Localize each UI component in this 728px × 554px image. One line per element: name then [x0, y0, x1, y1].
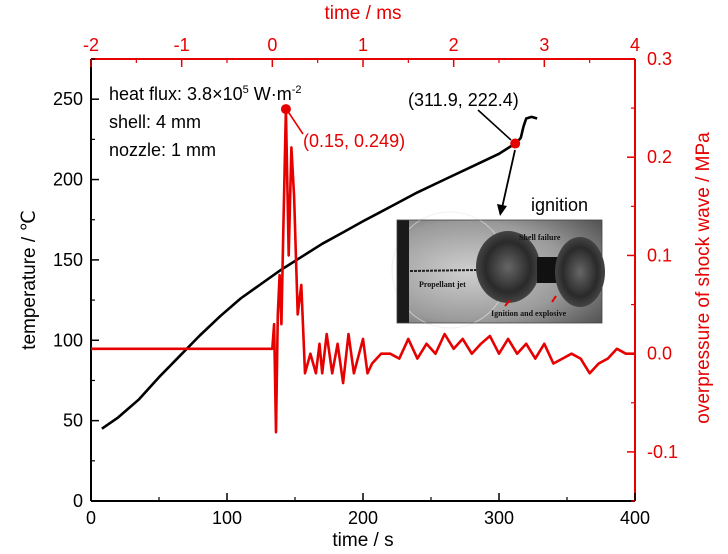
ignition-point-leader: [477, 109, 512, 141]
bottom-tick-label: 200: [348, 508, 378, 528]
right-tick-label: 0.1: [647, 245, 672, 265]
ignition-arrow: [497, 149, 516, 216]
left-ticks: 0 50 100 150 200 250: [53, 58, 99, 511]
x-bottom-title: time / s: [332, 530, 393, 551]
y-left-title: temperature / ℃: [19, 210, 40, 350]
top-tick-label: 4: [630, 35, 640, 55]
inset-label-ignition-explosive: Ignition and explosive: [491, 309, 567, 318]
left-tick-label: 200: [53, 170, 83, 190]
ignition-point-label: (311.9, 222.4): [408, 90, 519, 110]
peak-marker: [280, 104, 291, 115]
bottom-tick-label: 300: [484, 508, 514, 528]
left-tick-label: 0: [73, 491, 83, 511]
svg-text:heat flux: 3.8×105 W·m-2: heat flux: 3.8×105 W·m-2: [109, 84, 302, 104]
right-tick-label: 0.3: [647, 49, 672, 69]
overpressure-line: [91, 107, 635, 434]
left-tick-label: 150: [53, 250, 83, 270]
inset-label-shell-failure: Shell failure: [519, 233, 561, 242]
right-tick-label: 0.0: [647, 344, 672, 364]
top-tick-label: -1: [174, 35, 190, 55]
ignition-marker: [510, 138, 521, 149]
x-top-title: time / ms: [324, 3, 401, 24]
heat-flux-exponent: 5: [243, 84, 249, 96]
top-tick-label: -2: [83, 35, 99, 55]
shell-label: shell: 4 mm: [109, 112, 201, 132]
nozzle-label: nozzle: 1 mm: [109, 140, 216, 160]
heat-flux-unit-exponent: -2: [292, 84, 302, 96]
bottom-tick-label: 100: [212, 508, 242, 528]
right-tick-label: 0.2: [647, 147, 672, 167]
conditions-text: heat flux: 3.8×105 W·m-2 shell: 4 mm noz…: [109, 84, 302, 160]
temperature-line: [101, 115, 538, 430]
ignition-label: ignition: [531, 195, 588, 215]
top-tick-label: 3: [539, 35, 549, 55]
top-ticks: -2 -1 0 1 2 3 4: [83, 35, 640, 67]
bottom-ticks: 0 100 200 300 400: [86, 493, 650, 528]
bottom-tick-label: 0: [86, 508, 96, 528]
left-tick-label: 50: [63, 411, 83, 431]
left-tick-label: 100: [53, 330, 83, 350]
heat-flux-unit: W·m: [249, 84, 292, 104]
left-tick-label: 250: [53, 89, 83, 109]
right-ticks: -0.1 0.0 0.1 0.2 0.3: [627, 49, 678, 502]
y-right-title: overpressure of shock wave / MPa: [693, 132, 714, 424]
top-tick-label: 2: [449, 35, 459, 55]
peak-leader: [286, 109, 304, 135]
bottom-tick-label: 400: [620, 508, 650, 528]
top-tick-label: 1: [358, 35, 368, 55]
inset-label-propellant-jet: Propellant jet: [419, 280, 466, 289]
peak-label: (0.15, 0.249): [303, 131, 405, 151]
inset-photo: Shell failure Propellant jet Ignition an…: [391, 211, 605, 329]
heat-flux-label: heat flux: 3.8×10: [109, 84, 243, 104]
right-tick-label: -0.1: [647, 442, 678, 462]
top-tick-label: 0: [267, 35, 277, 55]
